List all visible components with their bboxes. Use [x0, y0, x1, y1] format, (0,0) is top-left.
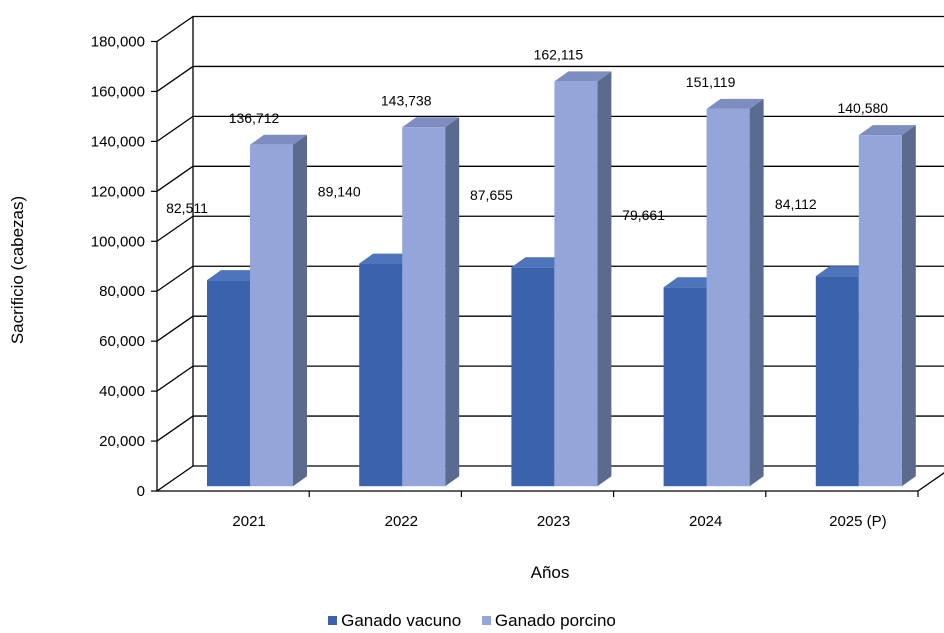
bar-top: [511, 257, 569, 268]
y-tick-label: 180,000: [91, 34, 145, 51]
bar: [250, 144, 293, 487]
data-label: 87,655: [470, 187, 513, 203]
bar: [706, 108, 750, 487]
y-tick-label: 0: [137, 483, 145, 500]
bar-top: [207, 270, 264, 281]
gridline: [156, 115, 944, 142]
y-tick-label: 120,000: [91, 183, 145, 200]
bar: [207, 280, 250, 487]
data-label: 82,511: [166, 200, 208, 216]
y-tick-label: 40,000: [99, 383, 145, 400]
bar: [815, 276, 859, 487]
data-label: 143,738: [381, 92, 432, 108]
y-tick-label: 100,000: [91, 233, 145, 250]
bar-top: [250, 134, 307, 145]
bar-side: [901, 125, 916, 487]
bar-side: [293, 134, 307, 487]
x-tick-label: 2022: [385, 513, 418, 530]
y-tick-label: 20,000: [99, 433, 145, 450]
gridline: [156, 165, 944, 192]
x-axis-ticks: 2021 2022 2023 2024 2025 (P): [232, 491, 919, 530]
bar-top: [663, 277, 721, 288]
legend-item-porcino: Ganado porcino: [481, 611, 616, 631]
x-axis-title: Años: [531, 563, 570, 582]
y-tick-label: 160,000: [91, 83, 145, 100]
legend: Ganado vacuno Ganado porcino: [0, 611, 944, 631]
x-tick-label: 2021: [232, 513, 265, 530]
bar: [359, 263, 403, 487]
data-label: 79,661: [622, 207, 665, 223]
bar-top: [706, 98, 764, 109]
data-label: 136,712: [229, 110, 280, 126]
bar-top: [359, 253, 417, 264]
y-tick-label: 80,000: [99, 283, 145, 300]
y-tick-label: 140,000: [91, 133, 145, 150]
y-axis-ticks: 0 20,000 40,000 60,000 80,000 100,000 120,000 1…: [91, 34, 157, 500]
bar-top: [402, 117, 460, 128]
data-label: 151,119: [686, 74, 736, 90]
data-label: 89,140: [318, 183, 361, 199]
bar: [663, 287, 707, 487]
legend-swatch-vacuno: [328, 616, 338, 625]
gridline: [156, 265, 944, 292]
data-label: 84,112: [775, 196, 817, 212]
data-label: 162,115: [534, 46, 584, 62]
legend-swatch-porcino: [481, 616, 491, 625]
x-tick-label: 2024: [689, 513, 722, 530]
gridline: [156, 65, 944, 92]
legend-item-vacuno: Ganado vacuno: [328, 611, 461, 631]
data-label: 140,580: [837, 100, 888, 116]
bars: [207, 71, 916, 487]
legend-label-vacuno: Ganado vacuno: [341, 611, 462, 630]
x-tick-label: 2023: [537, 513, 570, 530]
legend-label-porcino: Ganado porcino: [494, 611, 616, 630]
gridline: [156, 15, 944, 43]
bar: [554, 81, 598, 487]
bar-side: [597, 71, 612, 487]
bar: [511, 267, 555, 487]
bar-top: [554, 71, 612, 82]
y-tick-label: 60,000: [99, 333, 145, 350]
x-tick-label: 2025 (P): [829, 513, 887, 530]
bar-top: [815, 266, 873, 277]
bar-top: [858, 125, 916, 136]
bar-side: [749, 98, 764, 487]
bar-side: [445, 117, 460, 487]
chart-walls: [154, 16, 944, 492]
y-axis-title: Sacrificio (cabezas): [8, 196, 27, 344]
gridline: [156, 215, 944, 242]
bar: [858, 135, 902, 487]
bar: [402, 127, 446, 487]
data-labels: 82,511 136,712 89,140 143,738 87,655 162,115 7…: [166, 46, 888, 223]
floor: [154, 465, 944, 492]
